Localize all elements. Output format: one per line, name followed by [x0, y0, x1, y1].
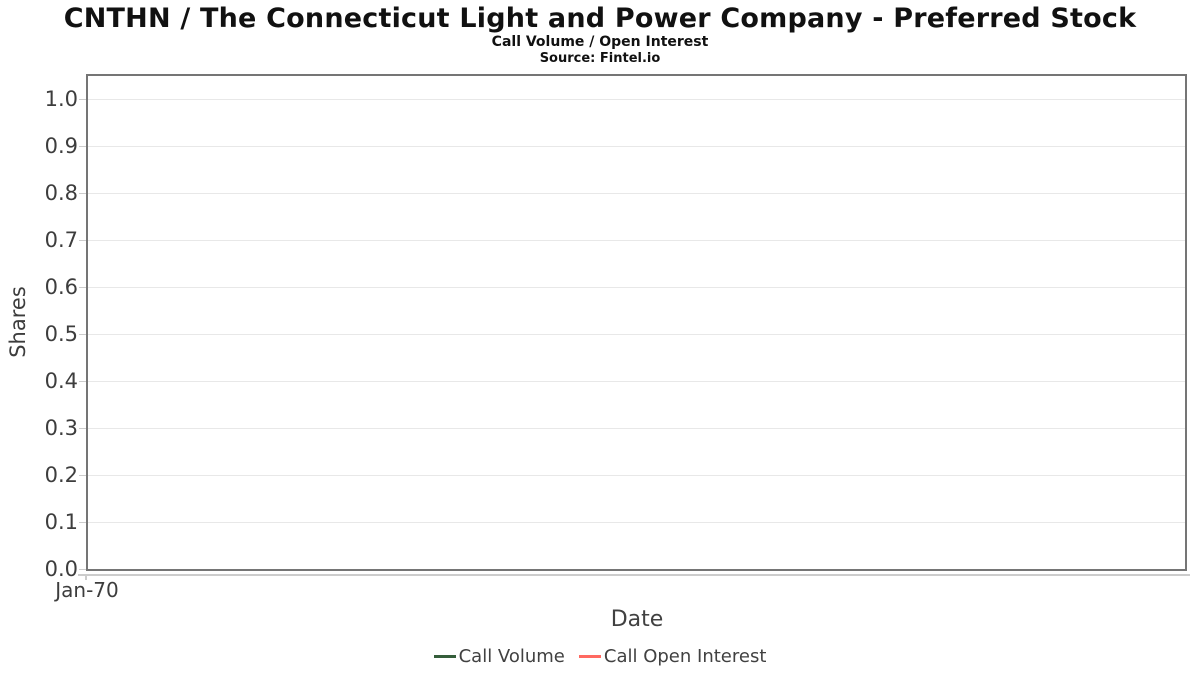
chart-title: CNTHN / The Connecticut Light and Power …: [63, 3, 1137, 34]
y-tick-label: 0.4: [44, 369, 78, 393]
y-tick-mark: [79, 381, 86, 382]
y-tick-mark: [79, 475, 86, 476]
gridline: [88, 99, 1185, 100]
y-tick-label: 0.8: [44, 181, 78, 205]
gridline: [88, 287, 1185, 288]
x-tick-mark: [85, 574, 87, 580]
y-tick-mark: [79, 522, 86, 523]
y-tick-mark: [79, 569, 86, 570]
y-tick-mark: [79, 146, 86, 147]
y-tick-label: 1.0: [44, 87, 78, 111]
x-tick-label: Jan-70: [55, 578, 119, 602]
y-tick-label: 0.9: [44, 134, 78, 158]
gridline: [88, 146, 1185, 147]
legend-label: Call Open Interest: [603, 646, 767, 667]
legend-item: Call Volume: [433, 646, 565, 667]
legend-line-swatch: [578, 655, 601, 658]
chart-subtitle: Call Volume / Open Interest: [491, 34, 709, 50]
gridline: [88, 240, 1185, 241]
legend-item: Call Open Interest: [578, 646, 767, 667]
y-tick-label: 0.5: [44, 322, 78, 346]
y-tick-label: 0.3: [44, 416, 78, 440]
y-tick-mark: [79, 240, 86, 241]
gridline: [88, 428, 1185, 429]
y-tick-mark: [79, 334, 86, 335]
gridline: [88, 475, 1185, 476]
legend-label: Call Volume: [458, 646, 565, 667]
x-axis-label: Date: [610, 607, 664, 632]
y-tick-label: 0.0: [44, 557, 78, 581]
gridline: [88, 381, 1185, 382]
gridline: [88, 522, 1185, 523]
y-tick-mark: [79, 99, 86, 100]
gridline: [88, 569, 1185, 570]
plot-area: [86, 74, 1187, 571]
gridline: [88, 193, 1185, 194]
legend: Call Volume Call Open Interest: [0, 646, 1200, 667]
gridline: [88, 334, 1185, 335]
chart-source: Source: Fintel.io: [539, 51, 661, 66]
y-tick-mark: [79, 287, 86, 288]
y-tick-label: 0.1: [44, 510, 78, 534]
y-tick-mark: [79, 428, 86, 429]
legend-line-swatch: [433, 655, 456, 658]
y-tick-label: 0.7: [44, 228, 78, 252]
x-axis-line: [78, 574, 1190, 576]
y-tick-label: 0.6: [44, 275, 78, 299]
y-tick-mark: [79, 193, 86, 194]
y-tick-label: 0.2: [44, 463, 78, 487]
